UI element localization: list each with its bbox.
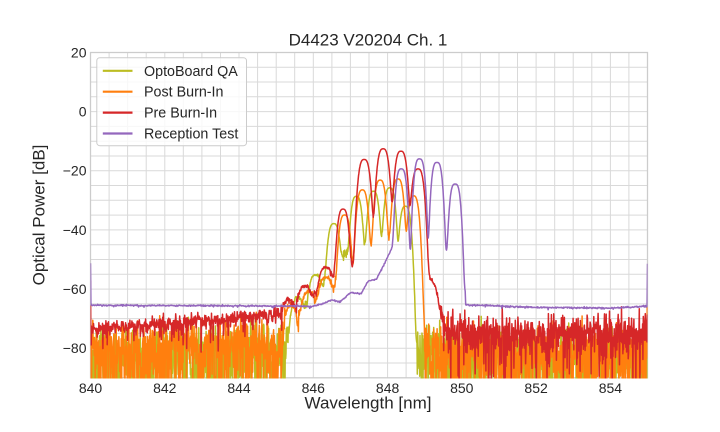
svg-text:Reception Test: Reception Test bbox=[144, 127, 238, 143]
svg-text:842: 842 bbox=[153, 380, 177, 396]
svg-text:−80: −80 bbox=[63, 340, 87, 356]
svg-text:848: 848 bbox=[376, 380, 400, 396]
svg-text:840: 840 bbox=[79, 380, 103, 396]
svg-text:−20: −20 bbox=[63, 163, 87, 179]
svg-text:20: 20 bbox=[71, 44, 87, 60]
svg-text:−40: −40 bbox=[63, 222, 87, 238]
svg-text:Wavelength [nm]: Wavelength [nm] bbox=[305, 394, 432, 413]
svg-text:846: 846 bbox=[302, 380, 326, 396]
svg-text:OptoBoard QA: OptoBoard QA bbox=[144, 64, 238, 80]
svg-text:852: 852 bbox=[524, 380, 548, 396]
svg-text:Optical Power [dB]: Optical Power [dB] bbox=[30, 145, 49, 286]
svg-text:D4423 V20204 Ch. 1: D4423 V20204 Ch. 1 bbox=[289, 31, 448, 50]
svg-text:844: 844 bbox=[227, 380, 251, 396]
svg-text:854: 854 bbox=[599, 380, 623, 396]
svg-text:0: 0 bbox=[79, 104, 87, 120]
svg-text:Pre Burn-In: Pre Burn-In bbox=[144, 106, 217, 122]
svg-text:Post Burn-In: Post Burn-In bbox=[144, 85, 224, 101]
svg-text:−60: −60 bbox=[63, 281, 87, 297]
svg-text:850: 850 bbox=[450, 380, 474, 396]
